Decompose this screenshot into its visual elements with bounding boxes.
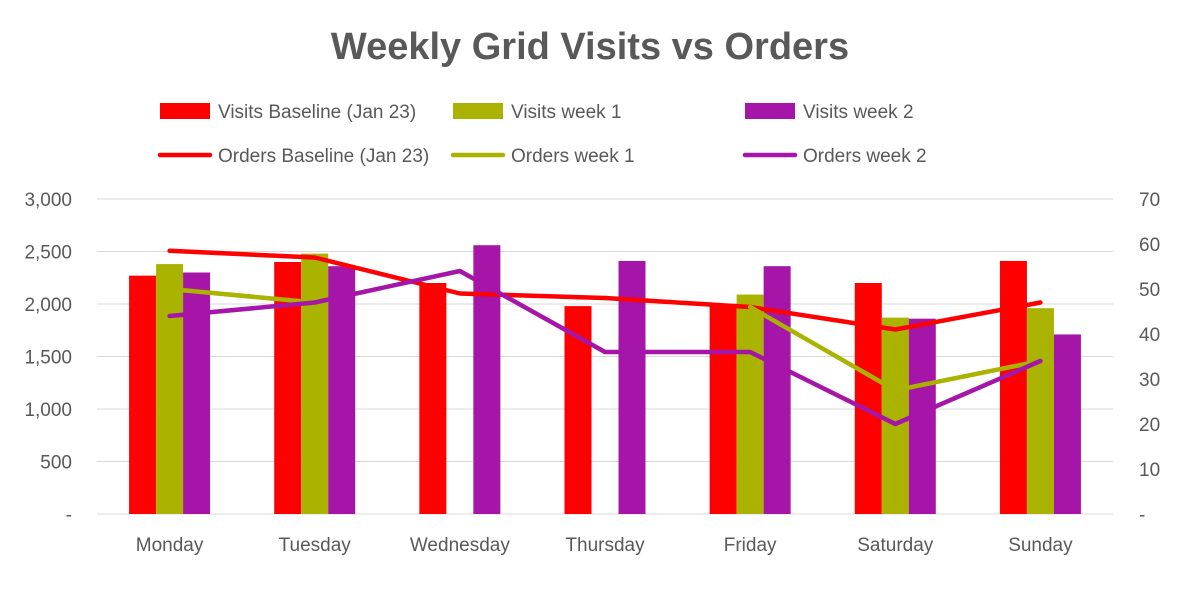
x-axis-tick-label: Sunday bbox=[1008, 535, 1073, 556]
left-axis-tick-label: 500 bbox=[40, 453, 72, 474]
left-axis-tick-label: 3,000 bbox=[24, 190, 72, 211]
bar bbox=[129, 275, 157, 514]
series-line bbox=[167, 268, 1043, 427]
x-axis-tick-label: Saturday bbox=[857, 535, 934, 556]
left-axis-tick-label: 1,000 bbox=[24, 400, 72, 421]
series-line bbox=[167, 286, 1043, 393]
bar bbox=[736, 294, 764, 514]
right-axis-tick-label: 20 bbox=[1139, 415, 1160, 436]
bar bbox=[1026, 308, 1054, 514]
legend-label: Visits week 2 bbox=[803, 102, 914, 123]
legend-label: Visits Baseline (Jan 23) bbox=[218, 102, 416, 123]
legend-bar-swatch bbox=[453, 103, 503, 119]
legend-label: Orders week 2 bbox=[803, 146, 927, 167]
x-axis-tick-label: Monday bbox=[136, 535, 204, 556]
right-axis-tick-label: 50 bbox=[1139, 280, 1160, 301]
bar bbox=[763, 266, 791, 514]
right-axis-tick-label: 40 bbox=[1139, 325, 1160, 346]
x-axis-tick-label: Tuesday bbox=[279, 535, 352, 556]
left-axis-tick-label: - bbox=[66, 505, 72, 526]
legend-label: Orders Baseline (Jan 23) bbox=[218, 146, 429, 167]
bar bbox=[618, 260, 646, 514]
x-axis-tick-label: Wednesday bbox=[410, 535, 510, 556]
right-axis-tick-label: 30 bbox=[1139, 370, 1160, 391]
legend-label: Visits week 1 bbox=[511, 102, 622, 123]
lines bbox=[167, 248, 1043, 427]
bar bbox=[419, 283, 447, 514]
series-line bbox=[167, 248, 1043, 332]
legend-bar-swatch bbox=[745, 103, 795, 119]
right-axis-tick-label: 10 bbox=[1139, 460, 1160, 481]
right-axis-tick-label: 70 bbox=[1139, 190, 1160, 211]
left-axis-tick-label: 2,000 bbox=[24, 295, 72, 316]
chart-title: Weekly Grid Visits vs Orders bbox=[331, 26, 849, 68]
legend-bar-swatch bbox=[160, 103, 210, 119]
right-axis: - 10 20 30 40 50 60 70 bbox=[1139, 190, 1160, 526]
bar bbox=[301, 253, 329, 514]
right-axis-tick-label: - bbox=[1139, 505, 1145, 526]
bar bbox=[854, 283, 882, 514]
bar bbox=[156, 264, 184, 514]
bar bbox=[183, 272, 211, 514]
legend-label: Orders week 1 bbox=[511, 146, 635, 167]
right-axis-tick-label: 60 bbox=[1139, 235, 1160, 256]
bar bbox=[999, 260, 1027, 514]
x-axis-tick-label: Thursday bbox=[565, 535, 645, 556]
bar bbox=[881, 317, 909, 514]
legend: Visits Baseline (Jan 23) Visits week 1 Vis… bbox=[157, 102, 927, 167]
bar bbox=[1053, 334, 1081, 514]
left-axis-tick-label: 2,500 bbox=[24, 243, 72, 264]
bar bbox=[328, 266, 356, 514]
left-axis: - 500 1,000 1,500 2,000 2,500 3,000 bbox=[24, 190, 72, 526]
bar bbox=[709, 305, 737, 514]
x-axis: Monday Tuesday Wednesday Thursday Friday Satu… bbox=[136, 535, 1073, 556]
left-axis-tick-label: 1,500 bbox=[24, 348, 72, 369]
bars bbox=[129, 245, 1081, 514]
gridlines bbox=[97, 198, 1113, 515]
x-axis-tick-label: Friday bbox=[724, 535, 777, 556]
